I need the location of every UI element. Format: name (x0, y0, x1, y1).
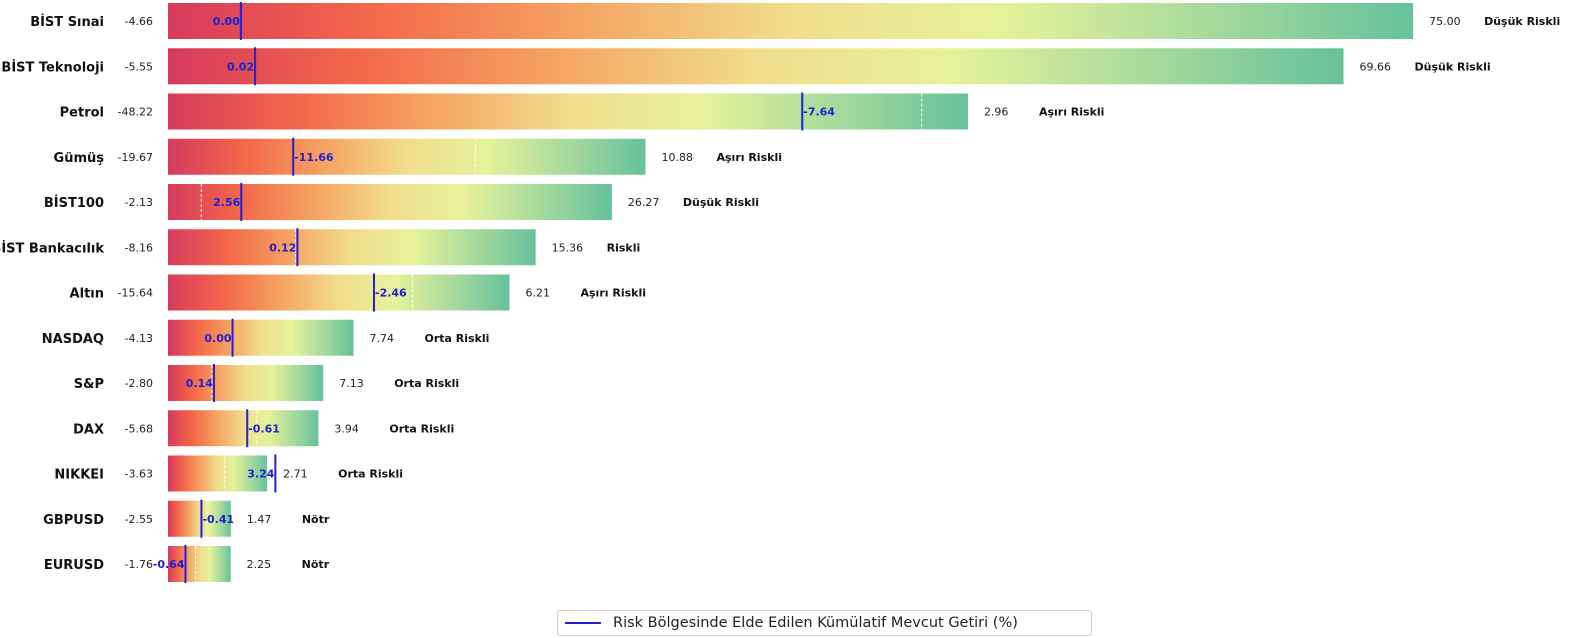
risk-label: Aşırı Riskli (716, 151, 782, 164)
category-label: GBPUSD (43, 513, 104, 528)
max-value-label: 3.94 (334, 422, 359, 435)
min-value-label: -48.22 (118, 106, 153, 119)
max-value-label: 7.74 (370, 332, 395, 345)
current-value-label: -7.64 (803, 106, 835, 119)
range-bar (168, 546, 231, 582)
range-bar (168, 410, 319, 447)
max-value-label: 6.21 (526, 287, 551, 300)
bar-row: BİST Teknoloji -5.55 0.02 69.66 Düşük Riskli (1, 47, 1491, 86)
current-value-label: 0.12 (269, 241, 296, 254)
range-bar (168, 93, 968, 130)
category-label: Altın (70, 287, 104, 302)
max-value-label: 69.66 (1360, 60, 1392, 73)
min-value-label: -2.13 (125, 196, 153, 209)
category-label: Gümüş (54, 151, 105, 166)
risk-label: Orta Riskli (425, 332, 490, 345)
category-label: DAX (73, 422, 104, 437)
range-bar (168, 48, 1344, 85)
category-label: BİST100 (44, 195, 104, 211)
min-value-label: -8.16 (125, 241, 153, 254)
risk-label: Aşırı Riskli (581, 287, 647, 300)
risk-label: Orta Riskli (389, 422, 454, 435)
range-bar (168, 138, 646, 175)
range-bar (168, 229, 536, 266)
category-label: Petrol (60, 106, 104, 121)
current-value-label: 3.24 (247, 468, 274, 481)
bar-row: BİST Sınai -4.66 0.00 75.00 Düşük Riskli (30, 2, 1560, 40)
category-label: S&P (74, 377, 104, 392)
risk-label: Riskli (607, 241, 641, 254)
min-value-label: -4.13 (125, 332, 153, 345)
bar-row: BİST Bankacılık -8.16 0.12 15.36 Riskli (0, 228, 641, 267)
max-value-label: 1.47 (247, 513, 271, 526)
min-value-label: -15.64 (118, 287, 153, 300)
min-value-label: -2.55 (125, 513, 153, 526)
max-value-label: 2.96 (984, 106, 1009, 119)
min-value-label: -19.67 (118, 151, 153, 164)
min-value-label: -5.68 (125, 422, 153, 435)
bar-row: EURUSD -1.76 -0.64 2.25 Nötr (44, 545, 330, 583)
category-label: BİST Bankacılık (0, 240, 104, 256)
max-value-label: 75.00 (1429, 15, 1461, 28)
max-value-label: 15.36 (552, 241, 584, 254)
bar-row: BİST100 -2.13 2.56 26.27 Düşük Riskli (44, 183, 759, 221)
current-value-label: -2.46 (375, 287, 407, 300)
range-bar (168, 455, 268, 492)
bar-row: Altın -15.64 -2.46 6.21 Aşırı Riskli (70, 273, 647, 312)
category-label: BİST Sınai (30, 14, 104, 30)
max-value-label: 2.71 (283, 468, 308, 481)
min-value-label: -1.76 (125, 558, 153, 571)
risk-label: Orta Riskli (394, 377, 459, 390)
bar-row: S&P -2.80 0.14 7.13 Orta Riskli (74, 364, 459, 402)
current-value-label: 2.56 (213, 196, 240, 209)
current-value-label: 0.00 (213, 15, 240, 28)
range-bar (168, 500, 231, 537)
max-value-label: 10.88 (661, 151, 693, 164)
bars-layer: BİST Sınai -4.66 0.00 75.00 Düşük RiskliBİST… (0, 2, 1560, 583)
min-value-label: -4.66 (125, 15, 153, 28)
range-bar (168, 319, 354, 356)
category-label: BİST Teknoloji (1, 59, 104, 75)
bar-row: NIKKEI -3.63 3.24 2.71 Orta Riskli (54, 454, 403, 493)
bar-row: Petrol -48.22 -7.64 2.96 Aşırı Riskli (60, 92, 1105, 131)
range-bar (168, 3, 1414, 39)
max-value-label: 2.25 (247, 558, 272, 571)
risk-label: Düşük Riskli (1484, 15, 1560, 28)
current-value-label: 0.02 (227, 60, 254, 73)
min-value-label: -3.63 (125, 468, 153, 481)
max-value-label: 26.27 (628, 196, 660, 209)
legend-line-swatch (565, 622, 601, 624)
category-label: NASDAQ (42, 332, 104, 347)
current-value-label: -0.64 (153, 558, 185, 571)
current-value-label: -0.41 (202, 513, 234, 526)
risk-label: Nötr (302, 558, 330, 571)
current-value-label: -11.66 (294, 151, 334, 164)
risk-label: Düşük Riskli (1415, 60, 1491, 73)
bar-row: DAX -5.68 -0.61 3.94 Orta Riskli (73, 409, 454, 448)
risk-label: Orta Riskli (338, 468, 403, 481)
chart-legend: Risk Bölgesinde Elde Edilen Kümülatif Me… (557, 610, 1092, 636)
range-bar (168, 365, 324, 401)
min-value-label: -5.55 (125, 60, 153, 73)
risk-label: Aşırı Riskli (1039, 106, 1105, 119)
min-value-label: -2.80 (125, 377, 153, 390)
category-label: EURUSD (44, 558, 104, 573)
legend-label: Risk Bölgesinde Elde Edilen Kümülatif Me… (613, 615, 1018, 631)
current-value-label: 0.00 (204, 332, 231, 345)
bar-row: Gümüş -19.67 -11.66 10.88 Aşırı Riskli (54, 137, 782, 176)
range-bar (168, 274, 510, 311)
risk-label: Nötr (302, 513, 330, 526)
bar-row: GBPUSD -2.55 -0.41 1.47 Nötr (43, 499, 330, 538)
current-value-label: -0.61 (248, 422, 280, 435)
category-label: NIKKEI (54, 468, 104, 483)
risk-label: Düşük Riskli (683, 196, 759, 209)
bar-row: NASDAQ -4.13 0.00 7.74 Orta Riskli (42, 318, 490, 357)
current-value-label: 0.14 (186, 377, 213, 390)
max-value-label: 7.13 (339, 377, 364, 390)
